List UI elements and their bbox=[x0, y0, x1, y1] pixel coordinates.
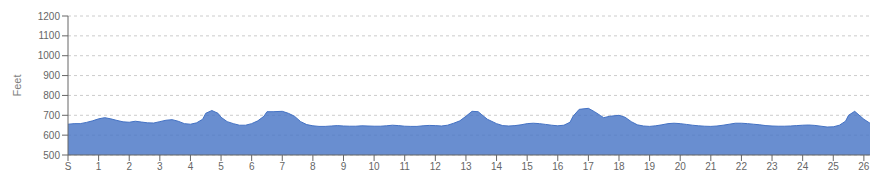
svg-text:20: 20 bbox=[675, 161, 687, 172]
svg-text:700: 700 bbox=[43, 110, 60, 121]
svg-text:1100: 1100 bbox=[38, 30, 60, 41]
svg-text:600: 600 bbox=[43, 130, 60, 141]
svg-text:15: 15 bbox=[522, 161, 534, 172]
svg-text:1200: 1200 bbox=[38, 11, 61, 22]
svg-text:Feet: Feet bbox=[11, 74, 23, 96]
svg-text:4: 4 bbox=[188, 161, 194, 172]
svg-text:21: 21 bbox=[705, 161, 717, 172]
svg-text:22: 22 bbox=[736, 161, 748, 172]
svg-text:14: 14 bbox=[491, 161, 503, 172]
svg-text:26: 26 bbox=[858, 161, 870, 172]
svg-text:11: 11 bbox=[400, 161, 411, 172]
svg-text:17: 17 bbox=[583, 161, 595, 172]
svg-text:13: 13 bbox=[460, 161, 472, 172]
svg-text:19: 19 bbox=[644, 161, 656, 172]
svg-text:500: 500 bbox=[43, 150, 60, 161]
svg-text:23: 23 bbox=[766, 161, 778, 172]
svg-text:18: 18 bbox=[613, 161, 625, 172]
svg-text:16: 16 bbox=[552, 161, 564, 172]
svg-text:8: 8 bbox=[310, 161, 316, 172]
svg-text:1: 1 bbox=[96, 161, 102, 172]
svg-text:7: 7 bbox=[279, 161, 285, 172]
svg-text:25: 25 bbox=[828, 161, 840, 172]
svg-text:6: 6 bbox=[249, 161, 255, 172]
svg-text:5: 5 bbox=[218, 161, 224, 172]
svg-text:12: 12 bbox=[430, 161, 442, 172]
svg-text:2: 2 bbox=[126, 161, 132, 172]
svg-text:1000: 1000 bbox=[38, 50, 61, 61]
svg-text:10: 10 bbox=[369, 161, 381, 172]
svg-text:900: 900 bbox=[43, 70, 60, 81]
svg-text:S: S bbox=[65, 161, 72, 172]
svg-text:9: 9 bbox=[341, 161, 347, 172]
svg-text:800: 800 bbox=[43, 90, 60, 101]
svg-text:24: 24 bbox=[797, 161, 809, 172]
svg-text:3: 3 bbox=[157, 161, 163, 172]
